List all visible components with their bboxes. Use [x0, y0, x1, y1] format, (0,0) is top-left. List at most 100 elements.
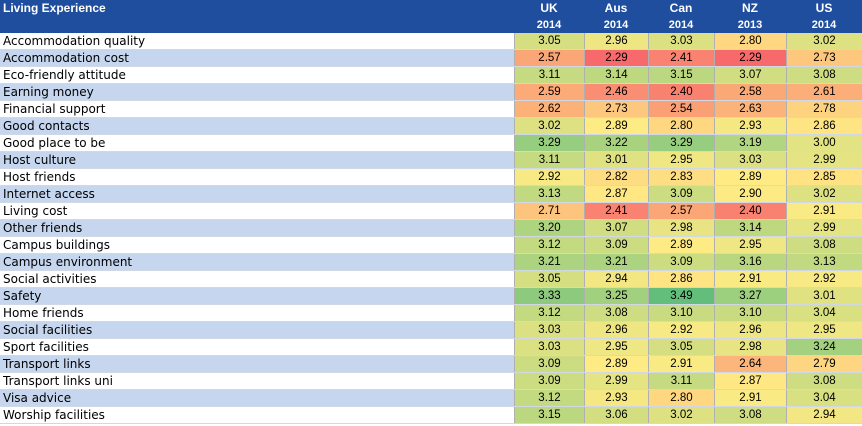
heatmap-cell: 2.91	[648, 356, 714, 372]
heatmap-cell: 2.95	[786, 322, 862, 338]
heatmap-cell: 3.07	[714, 67, 786, 83]
heatmap-cell: 3.09	[648, 254, 714, 270]
heatmap-cell: 3.12	[514, 305, 584, 321]
heatmap-cell: 2.80	[648, 390, 714, 406]
row-label: Financial support	[3, 102, 106, 116]
header-row-years: 2014 2014 2014 2013 2014	[0, 17, 862, 33]
heatmap-cell: 3.29	[648, 135, 714, 151]
heatmap-cell: 2.73	[584, 101, 648, 117]
heatmap-cell: 2.79	[786, 356, 862, 372]
heatmap-cell: 2.92	[648, 322, 714, 338]
column-year-us: 2014	[811, 19, 837, 31]
heatmap-cell: 2.82	[584, 169, 648, 185]
heatmap-cell: 2.61	[786, 84, 862, 100]
table-row: Earning money 2.59 2.46 2.40 2.58 2.61	[0, 84, 862, 101]
table-row: Campus buildings 3.12 3.09 2.89 2.95 3.08	[0, 237, 862, 254]
heatmap-cell: 2.73	[786, 50, 862, 66]
heatmap-cell: 3.03	[514, 322, 584, 338]
table-row: Social activities 3.05 2.94 2.86 2.91 2.92	[0, 271, 862, 288]
heatmap-cell: 2.95	[714, 237, 786, 253]
row-label: Other friends	[0, 220, 514, 236]
heatmap-cell: 2.40	[714, 203, 786, 219]
heatmap-cell: 3.02	[514, 118, 584, 134]
column-header-aus: Aus	[604, 1, 628, 15]
heatmap-cell: 3.03	[514, 339, 584, 355]
column-header-uk: UK	[540, 1, 558, 15]
heatmap-cell: 2.91	[714, 390, 786, 406]
heatmap-cell: 3.13	[514, 186, 584, 202]
heatmap-cell: 3.11	[648, 373, 714, 389]
heatmap-cell: 3.03	[714, 152, 786, 168]
row-label: Host culture	[0, 152, 514, 168]
row-label: Transport links	[0, 356, 514, 372]
row-label: Campus buildings	[3, 238, 111, 252]
heatmap-cell: 3.09	[514, 373, 584, 389]
heatmap-cell: 3.21	[584, 254, 648, 270]
heatmap-cell: 3.24	[786, 339, 862, 355]
heatmap-cell: 2.54	[648, 101, 714, 117]
heatmap-cell: 3.00	[786, 135, 862, 151]
column-header-us: US	[815, 1, 833, 15]
row-label: Eco-friendly attitude	[3, 68, 126, 82]
heatmap-cell: 2.40	[648, 84, 714, 100]
heatmap-cell: 2.62	[514, 101, 584, 117]
heatmap-cell: 3.49	[648, 288, 714, 304]
column-header-nz: NZ	[742, 1, 758, 15]
row-label: Host friends	[3, 170, 76, 184]
heatmap-cell: 3.08	[786, 373, 862, 389]
table-row: Accommodation quality 3.05 2.96 3.03 2.80 3.0…	[0, 33, 862, 50]
table-row: Host friends 2.92 2.82 2.83 2.89 2.85	[0, 169, 862, 186]
table-row: Campus environment 3.21 3.21 3.09 3.16 3.13	[0, 254, 862, 271]
heatmap-cell: 3.09	[648, 186, 714, 202]
heatmap-cell: 2.59	[514, 84, 584, 100]
heatmap-cell: 2.46	[584, 84, 648, 100]
heatmap-cell: 2.98	[648, 220, 714, 236]
heatmap-cell: 3.02	[648, 407, 714, 423]
heatmap-cell: 3.11	[514, 67, 584, 83]
heatmap-cell: 3.08	[786, 67, 862, 83]
heatmap-cell: 2.41	[648, 50, 714, 66]
heatmap-cell: 2.86	[648, 271, 714, 287]
heatmap-cell: 3.13	[786, 254, 862, 270]
table-row: Living cost 2.71 2.41 2.57 2.40 2.91	[0, 203, 862, 220]
column-year-can: 2014	[668, 19, 694, 31]
heatmap-cell: 3.11	[514, 152, 584, 168]
heatmap-cell: 2.89	[648, 237, 714, 253]
heatmap-cell: 2.92	[786, 271, 862, 287]
heatmap-cell: 2.89	[714, 169, 786, 185]
heatmap-cell: 2.78	[786, 101, 862, 117]
row-label: Internet access	[0, 186, 514, 202]
heatmap-cell: 3.27	[714, 288, 786, 304]
heatmap-cell: 3.06	[584, 407, 648, 423]
heatmap-cell: 3.12	[514, 390, 584, 406]
row-label: Worship facilities	[3, 408, 105, 422]
heatmap-cell: 2.80	[714, 33, 786, 49]
heatmap-cell: 3.08	[714, 407, 786, 423]
heatmap-cell: 3.29	[514, 135, 584, 151]
heatmap-cell: 3.15	[648, 67, 714, 83]
row-label: Accommodation quality	[3, 34, 146, 48]
heatmap-cell: 2.71	[514, 203, 584, 219]
table-row: Social facilities 3.03 2.96 2.92 2.96 2.95	[0, 322, 862, 339]
table-row: Sport facilities 3.03 2.95 3.05 2.98 3.24	[0, 339, 862, 356]
row-label: Accommodation cost	[0, 50, 514, 66]
column-year-nz: 2013	[737, 19, 763, 31]
table-row: Good contacts 3.02 2.89 2.80 2.93 2.86	[0, 118, 862, 135]
heatmap-cell: 2.64	[714, 356, 786, 372]
heatmap-cell: 2.99	[786, 152, 862, 168]
heatmap-cell: 3.15	[514, 407, 584, 423]
heatmap-cell: 2.80	[648, 118, 714, 134]
heatmap-cell: 3.07	[584, 220, 648, 236]
heatmap-cell: 3.16	[714, 254, 786, 270]
header-row-countries: Living Experience UK Aus Can NZ US	[0, 0, 862, 17]
row-label: Safety	[0, 288, 514, 304]
heatmap-cell: 2.91	[714, 271, 786, 287]
heatmap-cell: 2.95	[648, 152, 714, 168]
heatmap-cell: 3.01	[786, 288, 862, 304]
heatmap-cell: 3.02	[786, 186, 862, 202]
heatmap-cell: 2.94	[584, 271, 648, 287]
heatmap-cell: 2.99	[786, 220, 862, 236]
heatmap-cell: 3.19	[714, 135, 786, 151]
heatmap-cell: 2.95	[584, 339, 648, 355]
table-row: Financial support 2.62 2.73 2.54 2.63 2.78	[0, 101, 862, 118]
